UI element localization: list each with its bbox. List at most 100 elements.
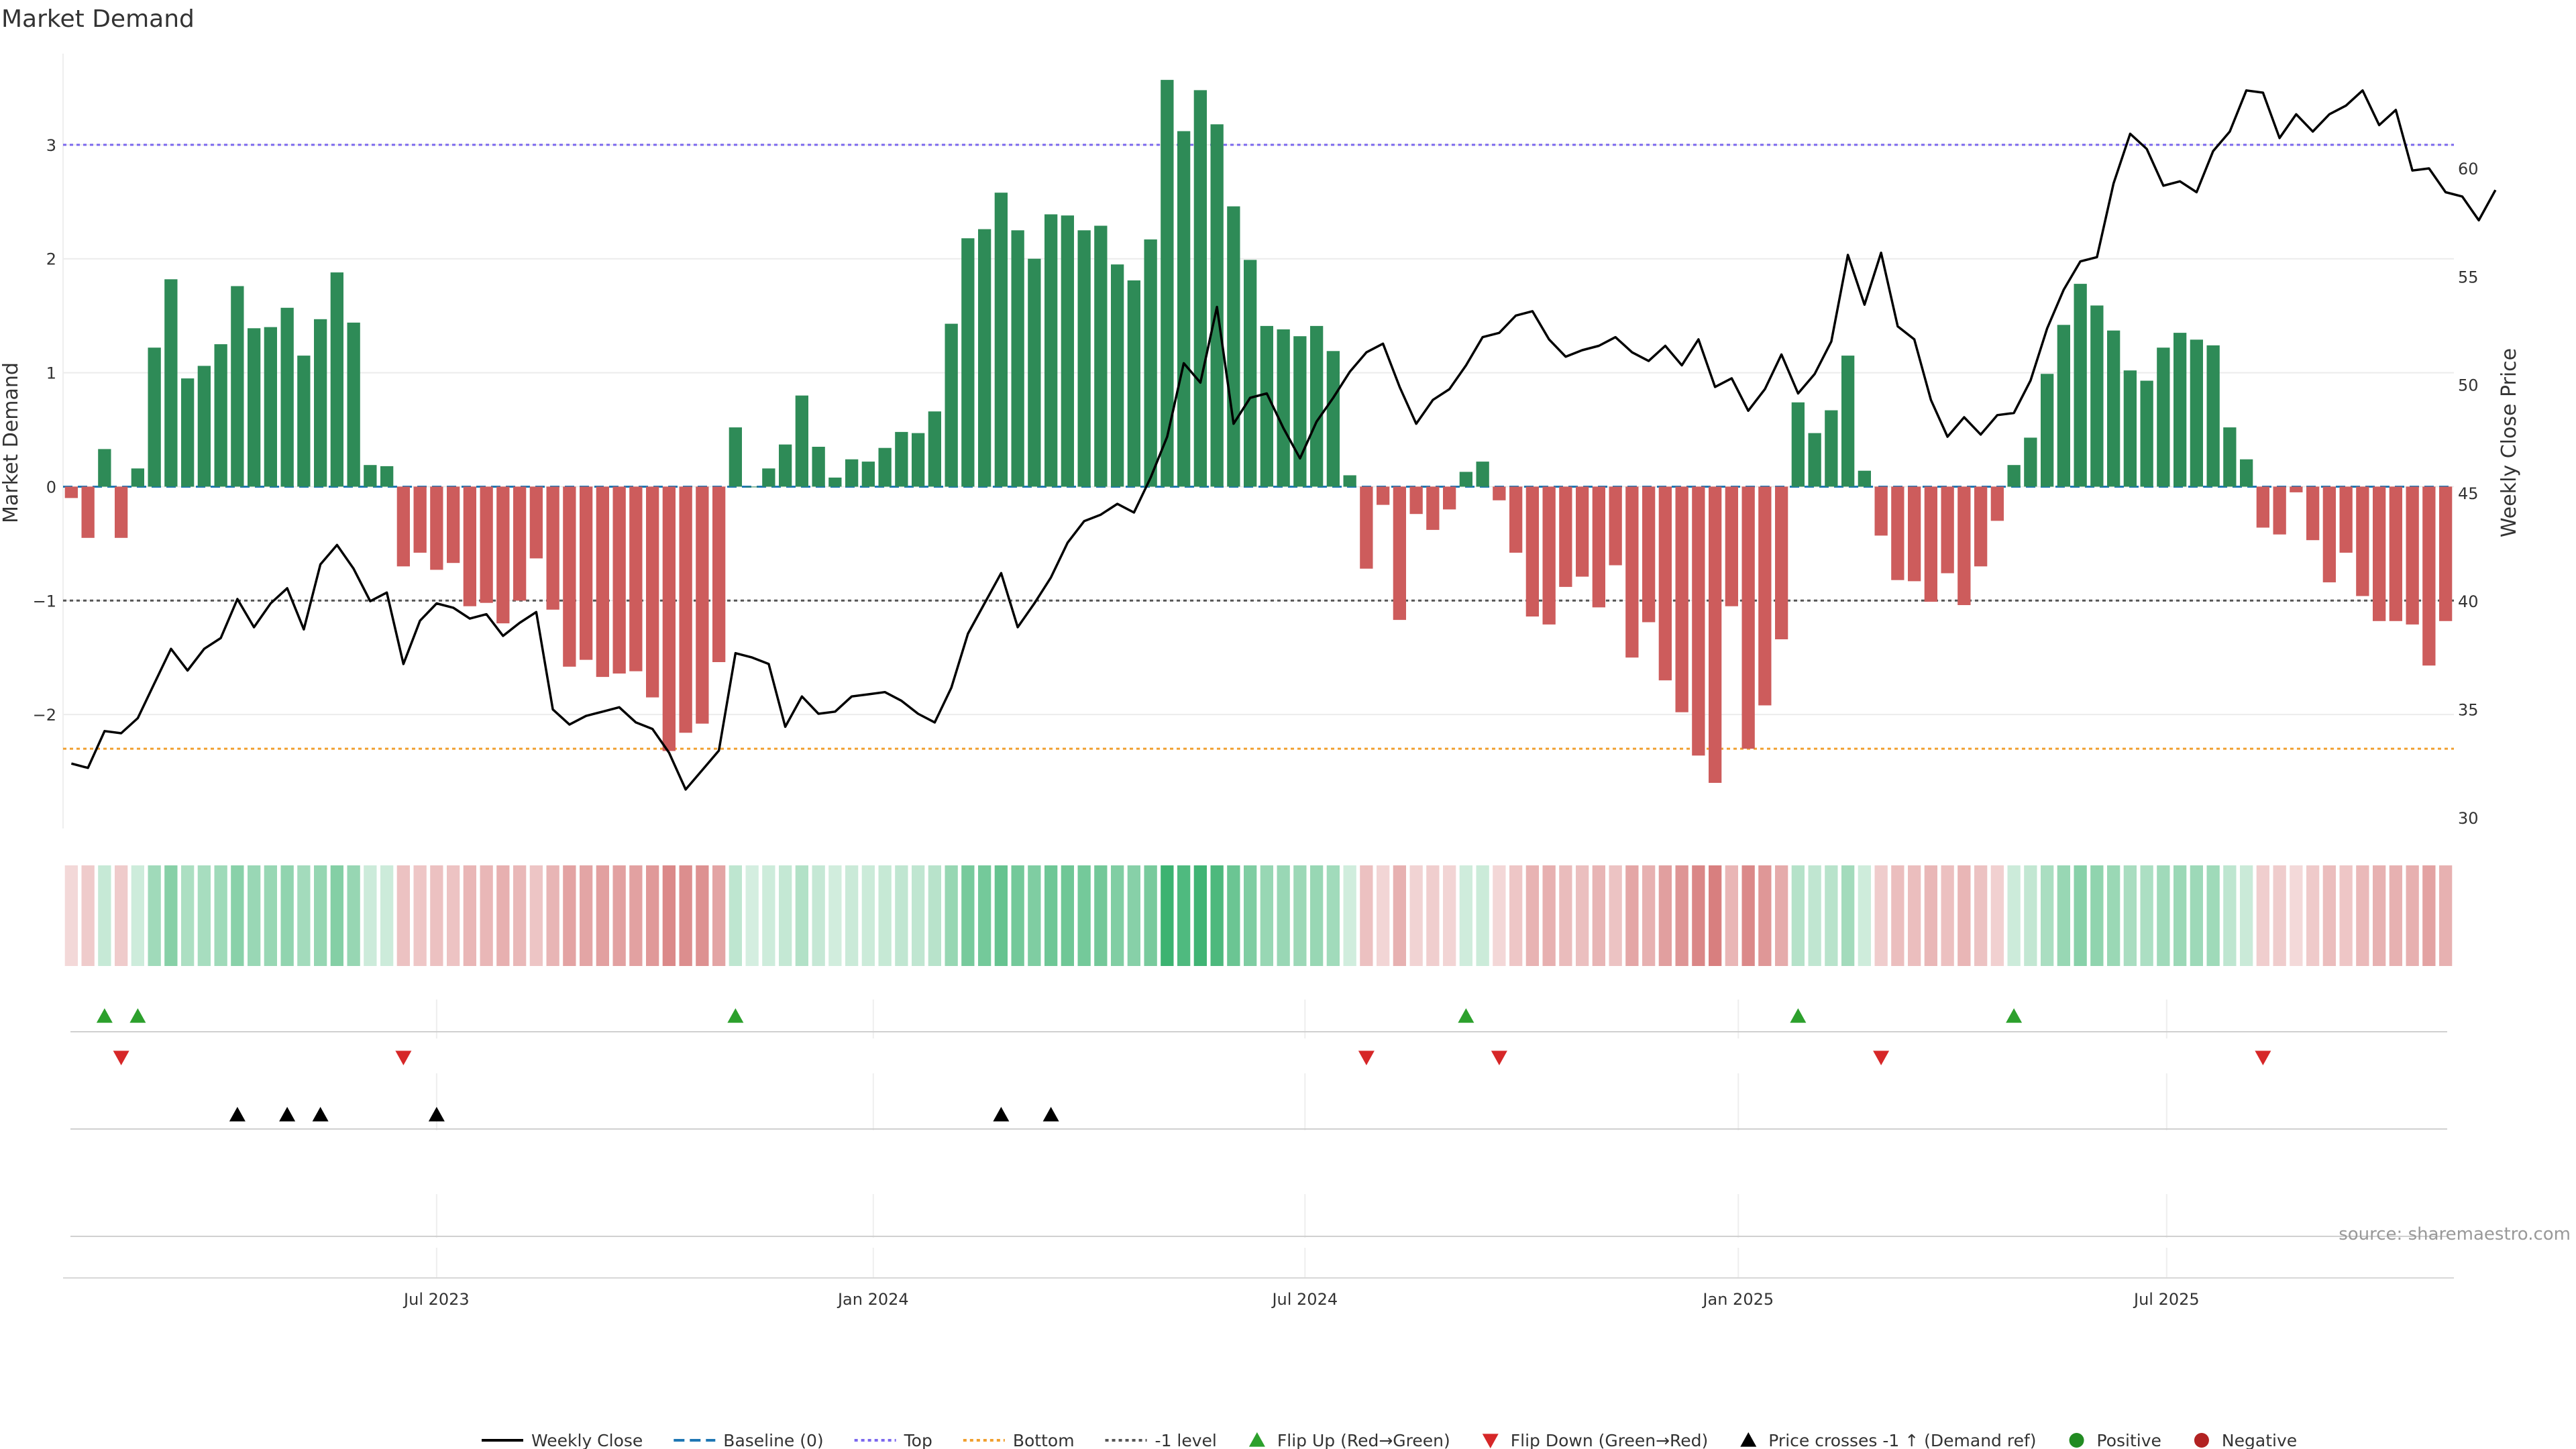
source-note: source: sharemaestro.com [2339,1224,2571,1244]
demand-bar-negative [513,486,527,601]
demand-bar-negative [64,486,78,498]
demand-bars [64,80,2453,783]
price-cross-marker [312,1107,329,1122]
demand-bar-positive [2107,330,2121,487]
flip-up-marker [2006,1008,2023,1023]
heat-strip-cell [762,865,775,966]
heat-strip-cell [248,865,261,966]
flip-up-marker [96,1008,113,1023]
heat-strip-cell [2024,865,2037,966]
demand-bar-negative [1908,486,1921,582]
y-tick-left-label: 1 [46,364,56,383]
demand-bar-negative [1525,486,1539,616]
legend-item: Flip Up (Red→Green) [1248,1431,1450,1449]
demand-bar-positive [1011,230,1024,487]
demand-bar-positive [2024,437,2037,487]
demand-bar-positive [2090,305,2104,487]
demand-bar-negative [529,486,543,559]
price-cross-marker [1042,1107,1059,1122]
heat-strip-cell [98,865,111,966]
demand-bar-positive [1791,402,1805,487]
demand-bar-negative [2290,486,2303,492]
legend-swatch-dot-marker [2194,1433,2209,1448]
heat-strip-cell [231,865,244,966]
heat-strip-cell [1493,865,1506,966]
demand-bar-negative [1725,486,1738,606]
demand-bar-positive [347,322,360,487]
heat-strip-cell [314,865,327,966]
heat-strip-cell [1077,865,1091,966]
heat-strip-cell [2223,865,2237,966]
heat-strip-cell [181,865,195,966]
heat-strip-cell [795,865,808,966]
flip-up-marker [1790,1008,1807,1023]
y-tick-right-label: 60 [2458,160,2479,178]
heat-strip-cell [64,865,78,966]
demand-bar-negative [1409,486,1423,515]
legend: Weekly Close Baseline (0) Top Bottom -1 leve… [482,1431,2297,1449]
heat-strip-cell [1193,865,1207,966]
demand-bar-positive [2190,339,2203,487]
demand-bar-negative [1360,486,1373,569]
demand-bar-positive [2074,284,2087,487]
demand-bar-positive [895,431,908,487]
legend-swatch-triangle-down [1482,1434,1499,1448]
heat-strip-cell [1576,865,1589,966]
heat-strip-cell [546,865,559,966]
demand-bar-negative [115,486,128,538]
demand-bar-negative [563,486,576,667]
heat-strip-cell [1177,865,1191,966]
heat-strip-cell [1990,865,2004,966]
demand-bar-negative [1891,486,1904,580]
x-tick-label: Jul 2025 [2133,1290,2200,1309]
demand-bar-positive [231,286,244,487]
heat-strip-cell [164,865,178,966]
demand-bar-positive [1459,472,1472,487]
heat-strip-cell [1957,865,1971,966]
legend-label: Bottom [1013,1431,1075,1449]
heat-strip-cell [878,865,892,966]
heat-strip-cell [2041,865,2054,966]
heat-strip-cell [1244,865,1257,966]
heat-strip-cell [1260,865,1273,966]
heat-strip-cell [1825,865,1838,966]
demand-bar-negative [662,486,676,751]
demand-bar-positive [2157,347,2170,487]
heat-strip-cell [945,865,958,966]
heat-strip-cell [1709,865,1722,966]
heat-strip-cell [1377,865,1390,966]
demand-bar-positive [1044,214,1058,487]
flip-down-marker [1873,1051,1890,1065]
demand-bar-positive [1061,215,1074,487]
demand-bar-negative [1874,486,1888,536]
flip-down-marker [113,1051,129,1065]
heat-strip-cell [1360,865,1373,966]
demand-bar-positive [2057,325,2070,487]
heat-strip-cell [496,865,510,966]
x-tick-label: Jan 2025 [1701,1290,1774,1309]
heat-strip-cell [1974,865,1988,966]
demand-bar-negative [696,486,709,724]
heat-strip-cell [2439,865,2453,966]
demand-bar-positive [2240,459,2253,487]
flip-up-marker [129,1008,146,1023]
demand-bar-positive [2140,380,2153,487]
heat-strip-cell [2174,865,2187,966]
heat-strip-cell [1542,865,1556,966]
heat-strip-cell [330,865,343,966]
heat-strip-cell [994,865,1008,966]
heat-strip-cell [1459,865,1472,966]
demand-bar-positive [1293,336,1307,487]
demand-bar-positive [1260,325,1273,487]
heat-strip-cell [1326,865,1340,966]
demand-bar-positive [928,411,941,487]
heat-strip-cell [1741,865,1755,966]
heat-strip-cell [2123,865,2137,966]
heat-strip-cell [480,865,493,966]
heat-strip-cell [1758,865,1772,966]
y-tick-right-label: 40 [2458,592,2479,611]
demand-bar-positive [98,449,111,487]
y-tick-right-label: 30 [2458,809,2479,828]
demand-heat-strip [64,865,2453,966]
